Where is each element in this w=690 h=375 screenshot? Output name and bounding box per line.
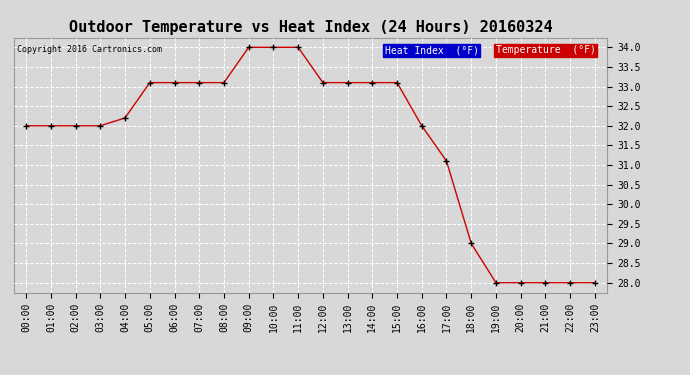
Text: Copyright 2016 Cartronics.com: Copyright 2016 Cartronics.com [17, 45, 161, 54]
Text: Temperature  (°F): Temperature (°F) [495, 45, 595, 55]
Title: Outdoor Temperature vs Heat Index (24 Hours) 20160324: Outdoor Temperature vs Heat Index (24 Ho… [69, 20, 552, 35]
Text: Heat Index  (°F): Heat Index (°F) [385, 45, 479, 55]
